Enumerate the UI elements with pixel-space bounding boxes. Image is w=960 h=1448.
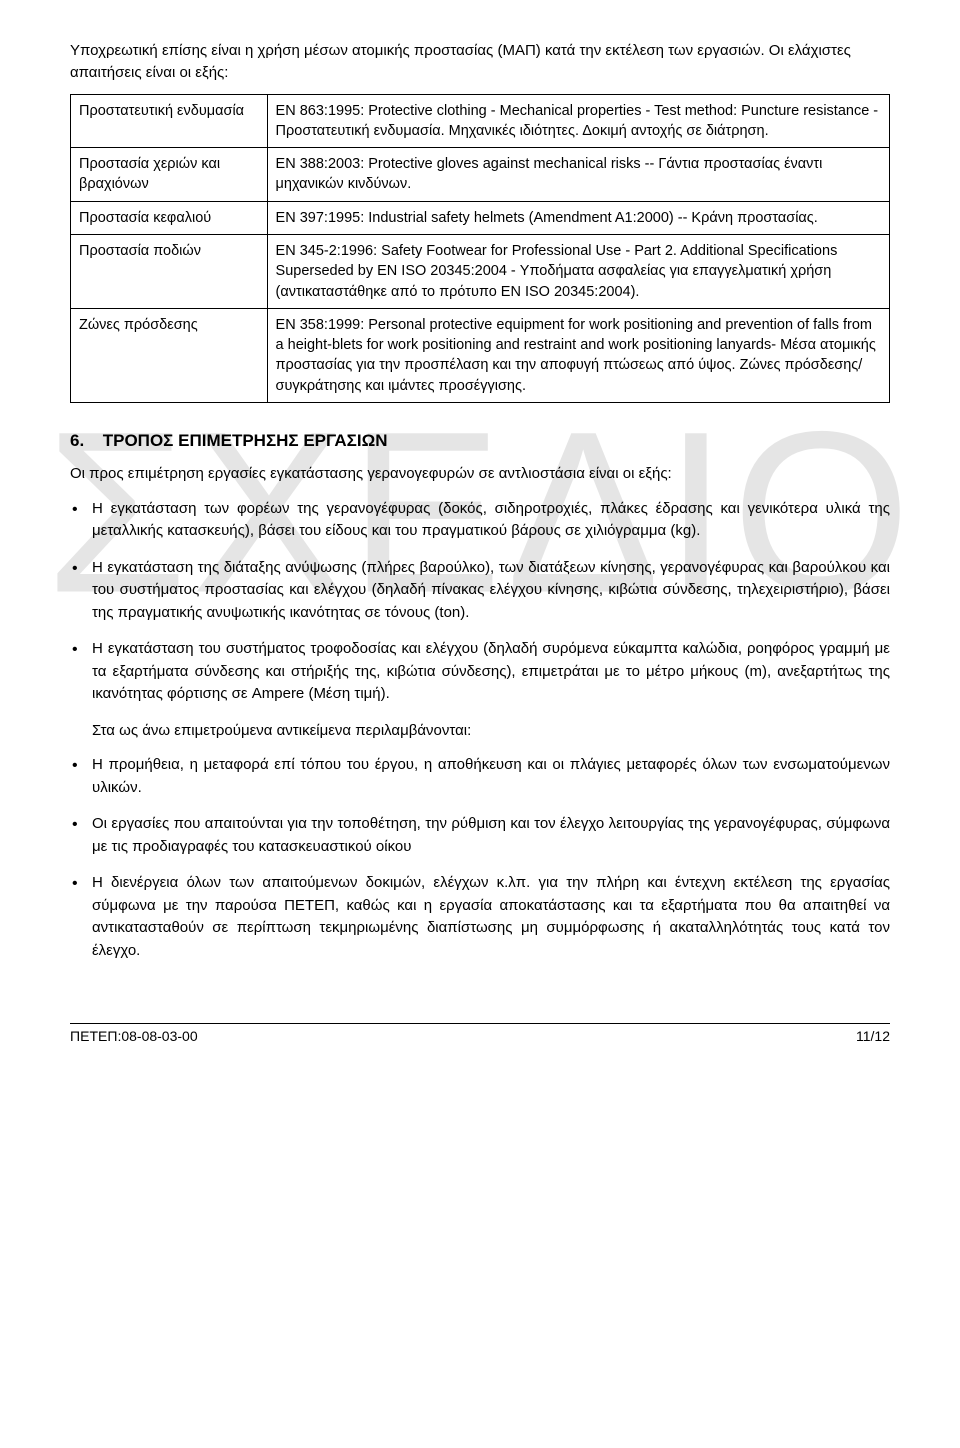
ppe-category: Προστασία χεριών και βραχιόνων: [71, 148, 268, 202]
list-item: Οι εργασίες που απαιτούνται για την τοπο…: [70, 813, 890, 858]
list-item: Η εγκατάσταση των φορέων της γερανογέφυρ…: [70, 498, 890, 543]
ppe-standard: EN 345-2:1996: Safety Footwear for Profe…: [267, 234, 889, 308]
ppe-category: Ζώνες πρόσδεσης: [71, 308, 268, 402]
list-item: Η εγκατάσταση της διάταξης ανύψωσης (πλή…: [70, 557, 890, 625]
section-title: ΤΡΟΠΟΣ ΕΠΙΜΕΤΡΗΣΗΣ ΕΡΓΑΣΙΩΝ: [103, 431, 388, 450]
list-item: Η προμήθεια, η μεταφορά επί τόπου του έρ…: [70, 754, 890, 799]
intro-paragraph: Υποχρεωτική επίσης είναι η χρήση μέσων α…: [70, 40, 890, 84]
bullets-list-2: Η προμήθεια, η μεταφορά επί τόπου του έρ…: [70, 754, 890, 962]
ppe-category: Προστατευτική ενδυμασία: [71, 94, 268, 148]
section6-intro: Οι προς επιμέτρηση εργασίες εγκατάστασης…: [70, 463, 890, 486]
ppe-standard: EN 388:2003: Protective gloves against m…: [267, 148, 889, 202]
ppe-category: Προστασία κεφαλιού: [71, 201, 268, 234]
section-number: 6.: [70, 431, 98, 451]
list-item: Η διενέργεια όλων των απαιτούμενων δοκιμ…: [70, 872, 890, 962]
table-row: Προστατευτική ενδυμασία EN 863:1995: Pro…: [71, 94, 890, 148]
ppe-table: Προστατευτική ενδυμασία EN 863:1995: Pro…: [70, 94, 890, 404]
page-content: Υποχρεωτική επίσης είναι η χρήση μέσων α…: [70, 40, 890, 1036]
bullets-list-1: Η εγκατάσταση των φορέων της γερανογέφυρ…: [70, 498, 890, 706]
ppe-standard: EN 863:1995: Protective clothing - Mecha…: [267, 94, 889, 148]
ppe-category: Προστασία ποδιών: [71, 234, 268, 308]
table-row: Προστασία ποδιών EN 345-2:1996: Safety F…: [71, 234, 890, 308]
table-row: Προστασία χεριών και βραχιόνων EN 388:20…: [71, 148, 890, 202]
table-row: Προστασία κεφαλιού EN 397:1995: Industri…: [71, 201, 890, 234]
ppe-standard: EN 358:1999: Personal protective equipme…: [267, 308, 889, 402]
ppe-standard: EN 397:1995: Industrial safety helmets (…: [267, 201, 889, 234]
section6-mid-text: Στα ως άνω επιμετρούμενα αντικείμενα περ…: [70, 720, 890, 743]
table-row: Ζώνες πρόσδεσης EN 358:1999: Personal pr…: [71, 308, 890, 402]
section-heading-6: 6. ΤΡΟΠΟΣ ΕΠΙΜΕΤΡΗΣΗΣ ΕΡΓΑΣΙΩΝ: [70, 431, 890, 451]
list-item: Η εγκατάσταση του συστήματος τροφοδοσίας…: [70, 638, 890, 706]
